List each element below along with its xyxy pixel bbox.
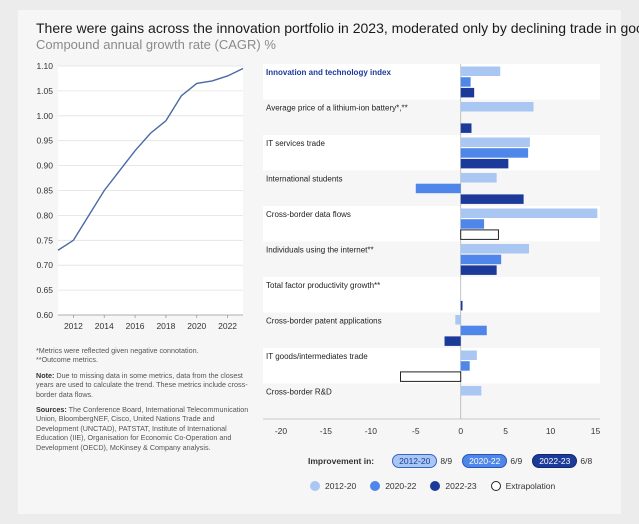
bar-extrapolation	[399, 371, 462, 382]
bar-2020-22	[460, 148, 529, 158]
bar-2022-23	[444, 336, 461, 346]
legend-label-2022-23: 2022-23	[445, 481, 477, 491]
line-y-tick-label: 0.70	[36, 260, 53, 270]
bar-row-band	[263, 135, 600, 171]
line-y-tick-label: 1.05	[36, 86, 53, 96]
legend-swatch-2020-22	[370, 481, 381, 491]
bar-x-tick-label: 10	[546, 426, 556, 436]
line-y-tick-label: 0.90	[36, 161, 53, 171]
bar-2012-20	[460, 386, 482, 396]
bar-x-tick-label: -10	[365, 426, 378, 436]
legend-swatch-2012-20	[310, 481, 320, 491]
bar-x-tick-label: -5	[412, 426, 420, 436]
legend-item-extrapolation: Extrapolation	[490, 481, 556, 491]
legend-swatch-extrapolation	[490, 481, 501, 491]
improvement-pill-2020-22: 2020-22	[462, 454, 508, 468]
chart-subtitle: Compound annual growth rate (CAGR) %	[36, 37, 276, 52]
bar-2012-20	[460, 66, 501, 76]
bar-category-label: IT services trade	[266, 139, 326, 148]
improvement-count-2022-23: 6/8	[580, 456, 593, 466]
bar-x-tick-label: 5	[503, 426, 508, 436]
line-y-tick-label: 1.10	[36, 61, 53, 71]
bar-2012-20	[460, 244, 530, 254]
bar-2012-20	[460, 137, 530, 147]
bar-extrapolation	[460, 229, 499, 240]
bar-2012-20	[460, 102, 534, 112]
legend-item-2020-22: 2020-22	[370, 481, 416, 491]
bar-2022-23	[460, 87, 475, 98]
bar-x-tick-label: -20	[275, 426, 288, 436]
line-y-tick-label: 0.65	[36, 285, 53, 295]
improvement-label: Improvement in:	[308, 456, 375, 466]
improvement-row: Improvement in: 2012-20 8/9 2020-22 6/9 …	[308, 454, 592, 468]
bar-row-band	[263, 64, 600, 100]
bar-category-label: Total factor productivity growth**	[266, 281, 380, 290]
improvement-pill-2022-23: 2022-23	[532, 454, 578, 468]
line-x-tick-label: 2012	[64, 321, 83, 331]
bar-2022-23	[460, 123, 472, 133]
bar-2020-22	[460, 219, 485, 229]
line-x-tick-label: 2020	[187, 321, 206, 331]
improvement-count-2020-22: 6/9	[510, 456, 523, 466]
bar-category-label: Cross-border R&D	[266, 388, 332, 397]
bar-2012-20	[455, 315, 461, 325]
bar-x-tick-label: -15	[320, 426, 333, 436]
bar-category-label: IT goods/intermediates trade	[266, 352, 368, 361]
line-y-tick-label: 0.60	[36, 310, 53, 320]
bar-2020-22	[460, 361, 470, 371]
line-y-tick-label: 0.75	[36, 235, 53, 245]
legend-item-2012-20: 2012-20	[310, 481, 356, 491]
improvement-pill-2012-20: 2012-20	[392, 454, 438, 468]
line-series	[57, 67, 244, 251]
bar-2020-22	[460, 254, 502, 265]
note-label: Note:	[36, 370, 55, 380]
bar-2022-23	[460, 265, 497, 275]
sources-text: The Conference Board, International Tele…	[36, 405, 249, 452]
improvement-count-2012-20: 8/9	[440, 456, 453, 466]
chart-notes: *Metrics were reflected given negative c…	[36, 346, 256, 458]
bar-2020-22	[415, 183, 461, 194]
bar-2022-23	[460, 194, 524, 204]
line-y-tick-label: 1.00	[36, 111, 53, 121]
bar-2020-22	[460, 325, 487, 336]
legend-swatch-2022-23	[430, 481, 441, 491]
bar-category-label: Average price of a lithium-ion battery*,…	[266, 104, 408, 113]
line-y-tick-label: 0.95	[36, 136, 53, 146]
chart-title: There were gains across the innovation p…	[36, 20, 639, 36]
legend-label-2012-20: 2012-20	[325, 481, 357, 491]
bar-category-label: Innovation and technology index	[266, 68, 391, 77]
note-text: Due to missing data in some metrics, dat…	[36, 370, 248, 399]
note-metrics: *Metrics were reflected given negative c…	[36, 346, 199, 355]
line-x-tick-label: 2022	[218, 321, 237, 331]
bar-category-label: Cross-border data flows	[266, 210, 351, 219]
line-y-tick-label: 0.85	[36, 186, 53, 196]
bar-category-label: Individuals using the internet**	[266, 246, 374, 255]
line-x-tick-label: 2014	[95, 321, 114, 331]
line-y-tick-label: 0.80	[36, 210, 53, 220]
line-x-tick-label: 2016	[126, 321, 145, 331]
bar-x-tick-label: 0	[458, 426, 463, 436]
sources-label: Sources:	[36, 405, 67, 415]
note-outcome: **Outcome metrics.	[36, 355, 98, 365]
bar-category-label: International students	[266, 175, 343, 184]
legend-item-2022-23: 2022-23	[430, 481, 477, 491]
bar-row-band	[263, 277, 600, 313]
bar-2020-22	[460, 77, 471, 87]
bar-x-tick-label: 15	[591, 426, 601, 436]
chart-legend: 2012-20 2020-22 2022-23 Extrapolation	[310, 478, 569, 494]
bar-2012-20	[460, 350, 477, 360]
bar-2022-23	[460, 158, 509, 169]
legend-label-extrapolation: Extrapolation	[505, 481, 556, 491]
line-x-tick-label: 2018	[156, 321, 175, 331]
bar-2012-20	[460, 208, 598, 218]
bar-category-label: Cross-border patent applications	[266, 317, 382, 326]
legend-label-2020-22: 2020-22	[385, 481, 417, 491]
bar-2012-20	[460, 173, 497, 183]
bar-2022-23	[460, 300, 463, 311]
